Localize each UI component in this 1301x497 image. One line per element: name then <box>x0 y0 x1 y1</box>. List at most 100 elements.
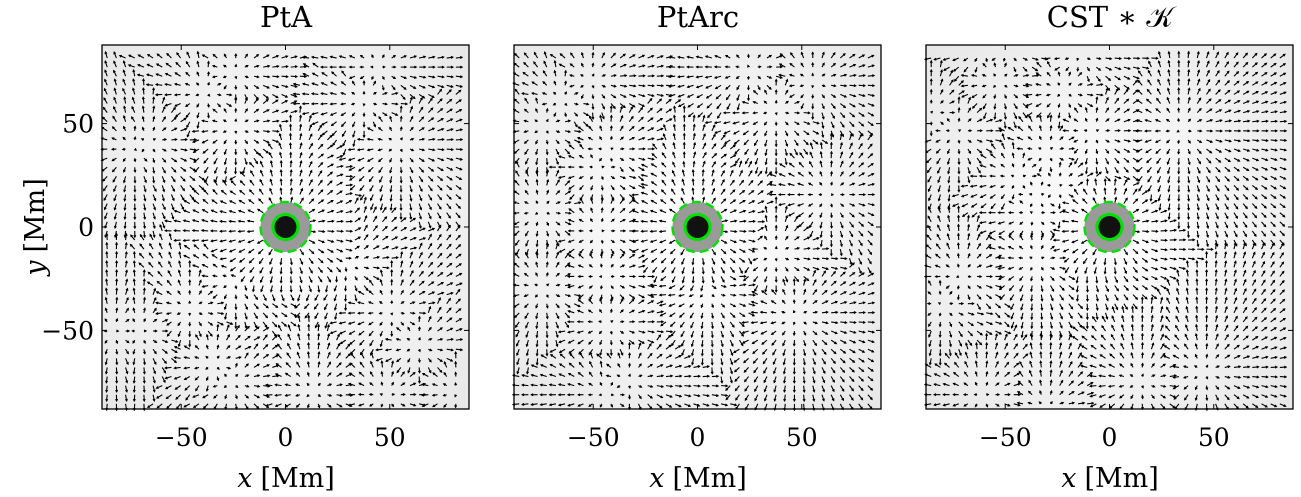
arrow-head <box>339 259 343 263</box>
arrow-head <box>376 245 380 249</box>
arrow-head <box>339 341 343 345</box>
arrow-head <box>104 307 108 311</box>
arrow-head <box>144 169 147 173</box>
arrow-head <box>347 311 351 315</box>
velocity-arrow <box>380 339 383 347</box>
arrow-head <box>132 307 136 311</box>
velocity-arrow <box>391 207 397 214</box>
velocity-arrow <box>152 221 156 229</box>
arrow-head <box>198 269 202 273</box>
velocity-arrow <box>455 272 462 277</box>
arrow-head <box>299 178 303 182</box>
arrow-head <box>286 352 290 356</box>
arrow-head <box>314 325 318 329</box>
velocity-arrow <box>336 173 343 177</box>
arrow-head <box>328 279 331 283</box>
arrow-head <box>192 254 196 258</box>
arrow-head <box>138 262 142 266</box>
velocity-arrow <box>336 200 343 205</box>
velocity-arrow <box>358 157 365 162</box>
arrow-head <box>158 261 161 265</box>
velocity-arrow <box>272 139 279 143</box>
arrow-head <box>191 219 196 223</box>
arrow-head <box>300 187 304 191</box>
arrow-head <box>450 167 454 171</box>
arrow-head <box>454 405 458 409</box>
arrow-head <box>438 225 441 229</box>
velocity-arrow <box>149 234 154 241</box>
velocity-arrow <box>418 212 422 219</box>
arrow-head <box>393 207 397 211</box>
arrow-head <box>152 389 156 393</box>
velocity-arrow <box>249 162 255 168</box>
arrow-head <box>257 251 261 255</box>
velocity-arrow <box>400 217 407 223</box>
arrow-head <box>146 281 150 285</box>
velocity-arrow <box>372 216 378 223</box>
velocity-arrow <box>427 243 433 250</box>
arrow-head <box>223 161 227 166</box>
arrow-head <box>390 289 394 293</box>
arrow-head <box>296 351 300 355</box>
velocity-arrow <box>336 239 343 243</box>
velocity-arrow <box>247 220 255 223</box>
velocity-arrow <box>180 148 187 151</box>
velocity-arrow <box>418 280 425 286</box>
velocity-arrow <box>166 394 172 399</box>
velocity-arrow <box>437 157 444 161</box>
arrow-head <box>102 178 106 182</box>
velocity-arrow <box>262 303 269 309</box>
arrow-head <box>390 323 394 327</box>
panel-pta: PtA −50 0 50 500−50 x [Mm] y[Mm] <box>20 0 470 494</box>
arrow-head <box>442 393 446 397</box>
arrow-head <box>432 148 436 152</box>
velocity-arrow <box>363 234 369 241</box>
velocity-arrow <box>354 227 361 232</box>
arrow-head <box>278 132 282 137</box>
arrow-head <box>239 189 243 193</box>
arrow-head <box>123 235 127 239</box>
arrow-head <box>177 279 181 283</box>
arrow-head <box>156 405 160 409</box>
arrow-head <box>379 179 382 183</box>
velocity-arrow <box>437 262 443 268</box>
arrow-head <box>228 219 232 223</box>
velocity-arrow <box>161 376 166 383</box>
velocity-arrow <box>370 203 374 210</box>
arrow-head <box>279 280 283 284</box>
velocity-arrow <box>372 206 377 213</box>
arrow-head <box>404 236 408 240</box>
arrow-head <box>124 260 128 264</box>
arrow-head <box>370 360 373 364</box>
arrow-head <box>328 372 332 376</box>
velocity-arrow <box>446 194 452 200</box>
arrow-head <box>340 164 344 168</box>
velocity-arrow <box>192 139 200 143</box>
arrow-head <box>354 277 358 281</box>
arrow-head <box>129 243 133 247</box>
arrow-head <box>266 140 270 144</box>
arrow-head <box>389 189 393 193</box>
arrow-head <box>284 323 288 327</box>
arrow-head <box>111 169 115 173</box>
arrow-head <box>153 198 157 202</box>
arrow-head <box>384 337 389 341</box>
arrow-head <box>399 198 403 202</box>
y-tick-label: 0 <box>78 213 94 242</box>
velocity-arrow <box>354 197 359 204</box>
velocity-arrow <box>418 237 426 241</box>
arrow-head <box>429 348 433 352</box>
arrow-head <box>153 371 157 375</box>
arrow-head <box>412 301 416 305</box>
arrow-head <box>385 235 389 239</box>
arrow-head <box>272 298 276 302</box>
velocity-arrow <box>354 217 361 223</box>
velocity-arrow <box>180 157 187 162</box>
arrow-head <box>320 189 324 193</box>
arrow-head <box>357 207 361 211</box>
arrow-head <box>357 217 361 221</box>
arrow-head <box>228 200 233 203</box>
velocity-arrow <box>330 330 337 334</box>
arrow-head <box>295 383 299 387</box>
arrow-head <box>410 159 414 163</box>
